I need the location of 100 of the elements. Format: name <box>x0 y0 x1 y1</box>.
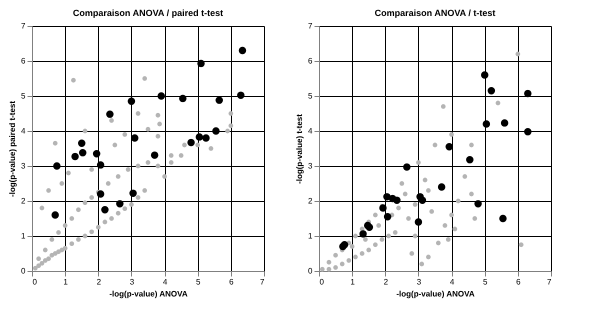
point <box>373 242 378 248</box>
point <box>150 151 158 159</box>
point <box>416 160 421 165</box>
point <box>426 254 431 260</box>
point <box>516 52 520 56</box>
point <box>79 149 86 156</box>
x-axis-title: -log(p-value) ANOVA <box>109 290 188 298</box>
point <box>496 100 500 106</box>
point <box>350 244 354 249</box>
point <box>333 252 338 258</box>
point <box>403 163 411 171</box>
point <box>469 192 474 196</box>
point <box>53 162 61 170</box>
x-tick-label: 5 <box>196 278 201 286</box>
point <box>346 258 352 263</box>
y-tick-label: 0 <box>308 266 314 276</box>
y-tick-label: 7 <box>21 22 26 30</box>
point <box>51 211 59 219</box>
point <box>524 90 532 98</box>
point <box>326 260 332 265</box>
x-tick-label: 5 <box>482 278 488 286</box>
point <box>442 223 448 228</box>
point <box>446 143 453 150</box>
x-tick-label: 3 <box>130 278 135 286</box>
point <box>481 71 488 79</box>
point <box>158 92 165 100</box>
point <box>353 254 358 260</box>
point <box>179 94 187 102</box>
y-tick-label: 7 <box>308 22 314 30</box>
point <box>422 178 428 182</box>
x-tick-label: 2 <box>96 278 102 286</box>
y-tick-label: 4 <box>21 126 26 136</box>
point <box>462 174 468 179</box>
point <box>78 140 86 147</box>
point <box>412 202 418 207</box>
x-tick-label: 3 <box>416 278 422 286</box>
point <box>101 206 109 214</box>
point <box>386 234 391 238</box>
y-tick-label: 4 <box>308 126 314 136</box>
point <box>472 216 478 221</box>
chart-title: Comparaison ANOVA / t-test <box>374 8 496 18</box>
point <box>400 181 404 186</box>
point <box>449 132 454 137</box>
point <box>466 156 474 164</box>
point <box>432 142 438 148</box>
point <box>426 188 431 193</box>
x-tick-label: 4 <box>162 278 168 286</box>
point <box>320 266 325 272</box>
point <box>393 196 401 204</box>
point <box>202 134 210 142</box>
point <box>216 96 223 104</box>
y-axis-title: -log(p-value) paired t-test <box>8 100 18 198</box>
point <box>340 262 345 266</box>
point <box>353 234 358 238</box>
point <box>402 192 408 196</box>
point <box>376 223 381 228</box>
point <box>438 183 446 191</box>
point <box>384 213 392 220</box>
point <box>129 190 137 197</box>
point <box>396 206 401 210</box>
point <box>92 150 100 158</box>
x-tick-label: 7 <box>547 278 552 286</box>
y-tick-label: 5 <box>21 92 26 100</box>
y-tick-label: 6 <box>21 56 26 66</box>
point <box>359 230 367 238</box>
y-tick-label: 1 <box>21 232 26 240</box>
point <box>96 190 104 198</box>
point <box>106 110 114 118</box>
x-tick-label: 0 <box>320 278 324 286</box>
x-tick-label: 1 <box>63 278 68 286</box>
y-tick-label: 5 <box>308 92 314 100</box>
point <box>237 92 245 99</box>
point <box>452 226 458 232</box>
point <box>440 104 446 109</box>
point <box>474 200 482 208</box>
point <box>392 230 398 235</box>
x-axis-title: -log(p-value) ANOVA <box>396 290 475 298</box>
point <box>326 266 332 272</box>
point <box>499 214 507 222</box>
point <box>412 234 418 238</box>
point <box>366 248 372 252</box>
point <box>131 134 138 142</box>
y-tick-label: 1 <box>308 232 314 240</box>
y-tick-label: 6 <box>308 56 314 66</box>
point <box>71 152 79 160</box>
point <box>436 240 441 246</box>
y-tick-label: 2 <box>21 196 26 206</box>
point <box>128 98 136 105</box>
point <box>116 200 124 208</box>
x-tick-label: 1 <box>350 278 356 286</box>
point <box>482 120 490 128</box>
point <box>238 46 246 54</box>
point <box>446 237 451 242</box>
point <box>456 198 461 204</box>
point <box>363 237 368 242</box>
point <box>212 127 220 135</box>
y-tick-label: 2 <box>308 196 314 206</box>
x-tick-label: 2 <box>384 278 389 286</box>
point <box>409 251 414 256</box>
point <box>419 262 424 266</box>
